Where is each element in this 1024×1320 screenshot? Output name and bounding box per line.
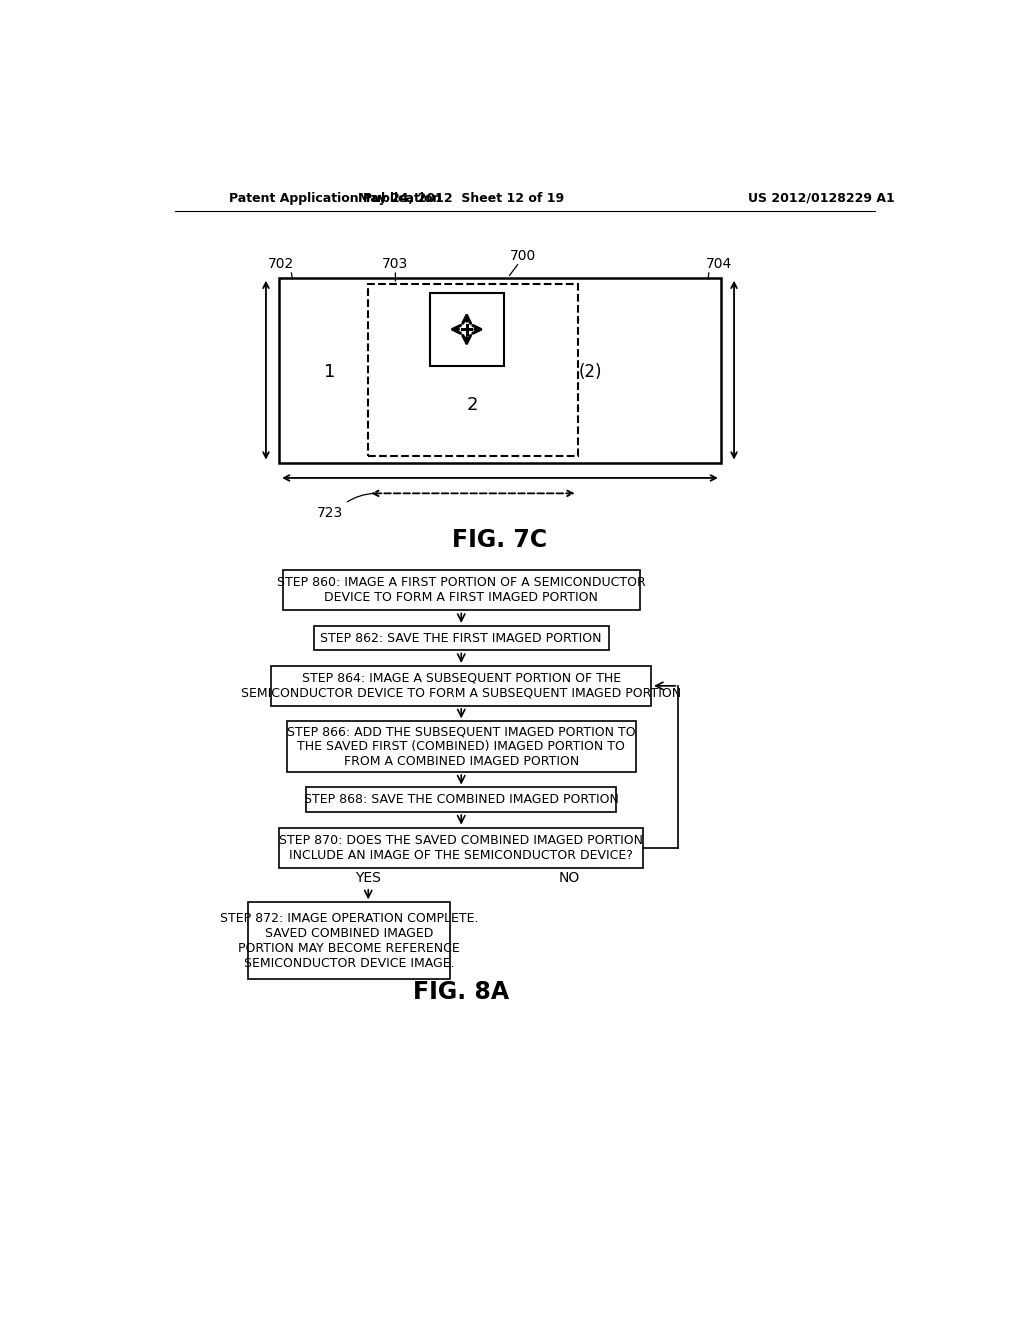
Text: STEP 862: SAVE THE FIRST IMAGED PORTION: STEP 862: SAVE THE FIRST IMAGED PORTION <box>321 631 602 644</box>
Text: 700: 700 <box>510 249 537 263</box>
Text: US 2012/0128229 A1: US 2012/0128229 A1 <box>748 191 895 205</box>
Bar <box>280 828 643 867</box>
Text: STEP 872: IMAGE OPERATION COMPLETE.
SAVED COMBINED IMAGED
PORTION MAY BECOME REF: STEP 872: IMAGE OPERATION COMPLETE. SAVE… <box>219 912 478 970</box>
Text: STEP 860: IMAGE A FIRST PORTION OF A SEMICONDUCTOR
DEVICE TO FORM A FIRST IMAGED: STEP 860: IMAGE A FIRST PORTION OF A SEM… <box>276 577 645 605</box>
Bar <box>306 788 616 812</box>
Bar <box>271 665 651 706</box>
Text: FIG. 7C: FIG. 7C <box>453 528 548 552</box>
Bar <box>314 626 608 651</box>
Text: 702: 702 <box>268 257 295 271</box>
Text: STEP 870: DOES THE SAVED COMBINED IMAGED PORTION
INCLUDE AN IMAGE OF THE SEMICON: STEP 870: DOES THE SAVED COMBINED IMAGED… <box>280 833 643 862</box>
Text: STEP 866: ADD THE SUBSEQUENT IMAGED PORTION TO
THE SAVED FIRST (COMBINED) IMAGED: STEP 866: ADD THE SUBSEQUENT IMAGED PORT… <box>287 725 636 768</box>
Text: Patent Application Publication: Patent Application Publication <box>228 191 441 205</box>
Text: 703: 703 <box>382 257 409 271</box>
Text: 2: 2 <box>467 396 478 413</box>
Text: YES: YES <box>355 871 381 884</box>
Bar <box>283 570 640 610</box>
Bar <box>369 284 578 457</box>
Text: FIG. 8A: FIG. 8A <box>414 979 509 1003</box>
Text: 723: 723 <box>316 506 343 520</box>
Text: STEP 864: IMAGE A SUBSEQUENT PORTION OF THE
SEMICONDUCTOR DEVICE TO FORM A SUBSE: STEP 864: IMAGE A SUBSEQUENT PORTION OF … <box>242 672 681 700</box>
Bar <box>430 293 504 367</box>
Text: 1: 1 <box>324 363 335 381</box>
Bar <box>280 277 721 462</box>
Text: NO: NO <box>559 871 581 884</box>
Text: 704: 704 <box>706 257 732 271</box>
Text: May 24, 2012  Sheet 12 of 19: May 24, 2012 Sheet 12 of 19 <box>358 191 564 205</box>
Bar <box>248 903 450 979</box>
Text: STEP 868: SAVE THE COMBINED IMAGED PORTION: STEP 868: SAVE THE COMBINED IMAGED PORTI… <box>304 793 618 807</box>
Text: (2): (2) <box>579 363 602 381</box>
Bar <box>287 721 636 772</box>
